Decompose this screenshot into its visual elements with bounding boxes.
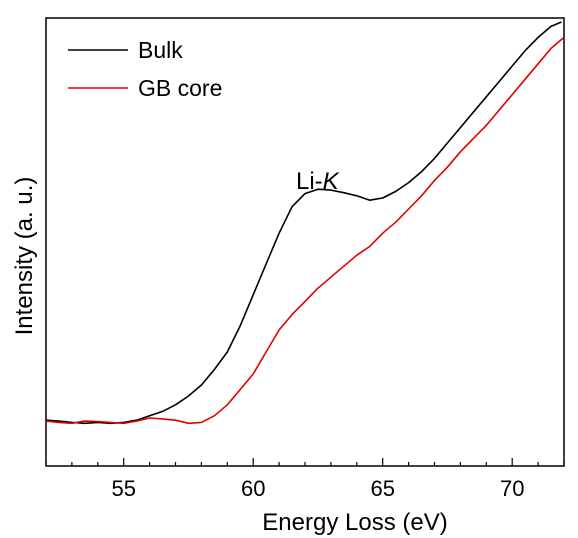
series-line-bulk	[45, 21, 562, 425]
y-axis-title: Intensity (a. u.)	[11, 177, 38, 336]
x-axis: 55 60 65 70	[45, 458, 565, 501]
x-tick-label: 65	[370, 476, 394, 501]
legend: Bulk GB core	[68, 37, 222, 101]
series-layer	[45, 21, 565, 425]
legend-label-bulk: Bulk	[138, 37, 183, 63]
li-k-annotation: Li-K	[296, 168, 340, 195]
x-axis-title: Energy Loss (eV)	[262, 509, 447, 536]
x-tick-label: 55	[111, 476, 135, 501]
x-tick-label: 60	[241, 476, 265, 501]
plot-frame	[45, 17, 565, 467]
x-tick-label: 70	[500, 476, 524, 501]
legend-label-gb-core: GB core	[138, 75, 222, 101]
series-line-gb-core	[45, 36, 565, 425]
